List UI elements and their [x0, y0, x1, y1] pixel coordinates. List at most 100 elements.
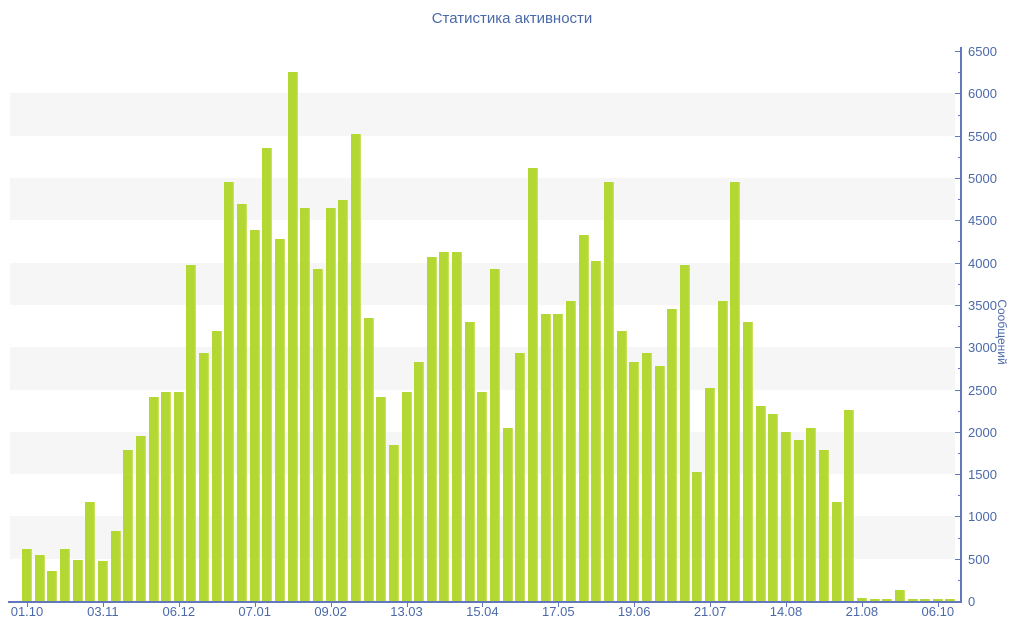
activity-bar[interactable]	[692, 471, 703, 601]
activity-bar[interactable]	[287, 72, 298, 601]
activity-bar[interactable]	[654, 365, 665, 601]
x-axis-line	[8, 601, 962, 603]
activity-bar[interactable]	[300, 208, 311, 601]
activity-bar[interactable]	[211, 331, 222, 601]
activity-bar[interactable]	[591, 260, 602, 601]
activity-bar[interactable]	[72, 559, 83, 601]
activity-bar[interactable]	[920, 599, 931, 601]
x-axis-tick	[27, 603, 28, 607]
activity-bar[interactable]	[667, 309, 678, 601]
y-minor-tick	[958, 537, 961, 539]
activity-bar[interactable]	[616, 331, 627, 601]
activity-bar[interactable]	[932, 598, 943, 601]
activity-bar[interactable]	[730, 182, 741, 601]
grid-band	[10, 93, 955, 136]
activity-bar[interactable]	[755, 405, 766, 601]
activity-bar[interactable]	[325, 208, 336, 601]
x-axis-date-label: 13.03	[390, 604, 423, 619]
activity-bar[interactable]	[173, 392, 184, 601]
activity-bar[interactable]	[515, 353, 526, 601]
activity-bar[interactable]	[464, 321, 475, 601]
x-axis-tick	[634, 603, 636, 607]
y-major-tick	[955, 347, 961, 349]
activity-bar[interactable]	[818, 449, 829, 601]
y-minor-tick	[958, 495, 961, 497]
activity-bar[interactable]	[907, 598, 918, 601]
activity-bar[interactable]	[869, 598, 880, 601]
activity-bar[interactable]	[629, 361, 640, 601]
activity-bar[interactable]	[565, 300, 576, 601]
activity-bar[interactable]	[85, 502, 96, 601]
activity-bar[interactable]	[237, 204, 248, 601]
activity-bar[interactable]	[679, 265, 690, 601]
activity-bar[interactable]	[123, 449, 134, 601]
activity-bar[interactable]	[135, 436, 146, 601]
activity-bar[interactable]	[844, 409, 855, 601]
activity-bar[interactable]	[641, 353, 652, 601]
activity-bar[interactable]	[59, 549, 70, 601]
activity-bar[interactable]	[388, 445, 399, 601]
y-minor-tick	[958, 72, 961, 74]
activity-bar[interactable]	[47, 571, 58, 601]
activity-bar[interactable]	[477, 392, 488, 601]
y-axis-tick-label: 6500	[968, 44, 997, 60]
activity-bar[interactable]	[806, 427, 817, 601]
activity-bar[interactable]	[414, 361, 425, 601]
activity-bar[interactable]	[856, 598, 867, 601]
activity-bar[interactable]	[882, 598, 893, 601]
activity-bar[interactable]	[439, 252, 450, 601]
activity-bar[interactable]	[452, 252, 463, 601]
activity-bar[interactable]	[97, 561, 108, 601]
y-major-tick	[955, 601, 961, 602]
activity-bar[interactable]	[275, 238, 285, 601]
plot-area	[8, 47, 962, 607]
chart-title: Статистика активности	[431, 10, 593, 27]
activity-bar[interactable]	[350, 134, 361, 601]
activity-bar[interactable]	[540, 314, 551, 601]
activity-bar[interactable]	[148, 397, 159, 601]
activity-bar[interactable]	[553, 314, 564, 601]
x-axis-tick	[861, 603, 863, 607]
activity-bar[interactable]	[401, 392, 412, 601]
activity-bar[interactable]	[224, 182, 235, 601]
activity-bar[interactable]	[603, 182, 614, 601]
activity-bar[interactable]	[338, 200, 349, 601]
activity-bar[interactable]	[743, 321, 754, 601]
y-major-tick	[955, 93, 961, 95]
activity-bar[interactable]	[831, 502, 842, 601]
activity-bar[interactable]	[186, 265, 197, 601]
activity-bar[interactable]	[768, 414, 779, 601]
activity-bar[interactable]	[717, 300, 728, 601]
activity-bar[interactable]	[363, 317, 374, 601]
y-axis-line	[960, 47, 962, 603]
activity-bar[interactable]	[249, 230, 260, 601]
activity-bar[interactable]	[502, 427, 513, 601]
activity-bar[interactable]	[22, 548, 32, 601]
x-axis-tick	[482, 603, 484, 607]
activity-bar[interactable]	[426, 256, 437, 601]
y-minor-tick	[958, 326, 961, 328]
activity-bar[interactable]	[161, 392, 172, 601]
activity-bar[interactable]	[490, 269, 501, 601]
y-major-tick	[955, 389, 961, 391]
y-minor-tick	[958, 579, 961, 581]
activity-bar[interactable]	[528, 167, 538, 601]
activity-bar[interactable]	[376, 397, 387, 601]
activity-bar[interactable]	[793, 440, 804, 601]
activity-bar[interactable]	[894, 590, 905, 601]
activity-bar[interactable]	[199, 353, 210, 601]
activity-bar[interactable]	[312, 269, 323, 601]
activity-bar[interactable]	[945, 598, 956, 601]
x-axis-date-label: 14.08	[769, 604, 803, 619]
activity-bar[interactable]	[578, 234, 589, 601]
activity-bar[interactable]	[262, 147, 273, 601]
y-major-tick	[955, 516, 961, 518]
activity-bar[interactable]	[34, 555, 45, 601]
activity-bar[interactable]	[781, 431, 791, 601]
activity-bar[interactable]	[110, 530, 121, 601]
y-major-tick	[955, 51, 961, 53]
activity-bar[interactable]	[705, 387, 716, 601]
y-axis-tick-label: 3500	[968, 297, 997, 313]
y-minor-tick	[958, 241, 961, 243]
